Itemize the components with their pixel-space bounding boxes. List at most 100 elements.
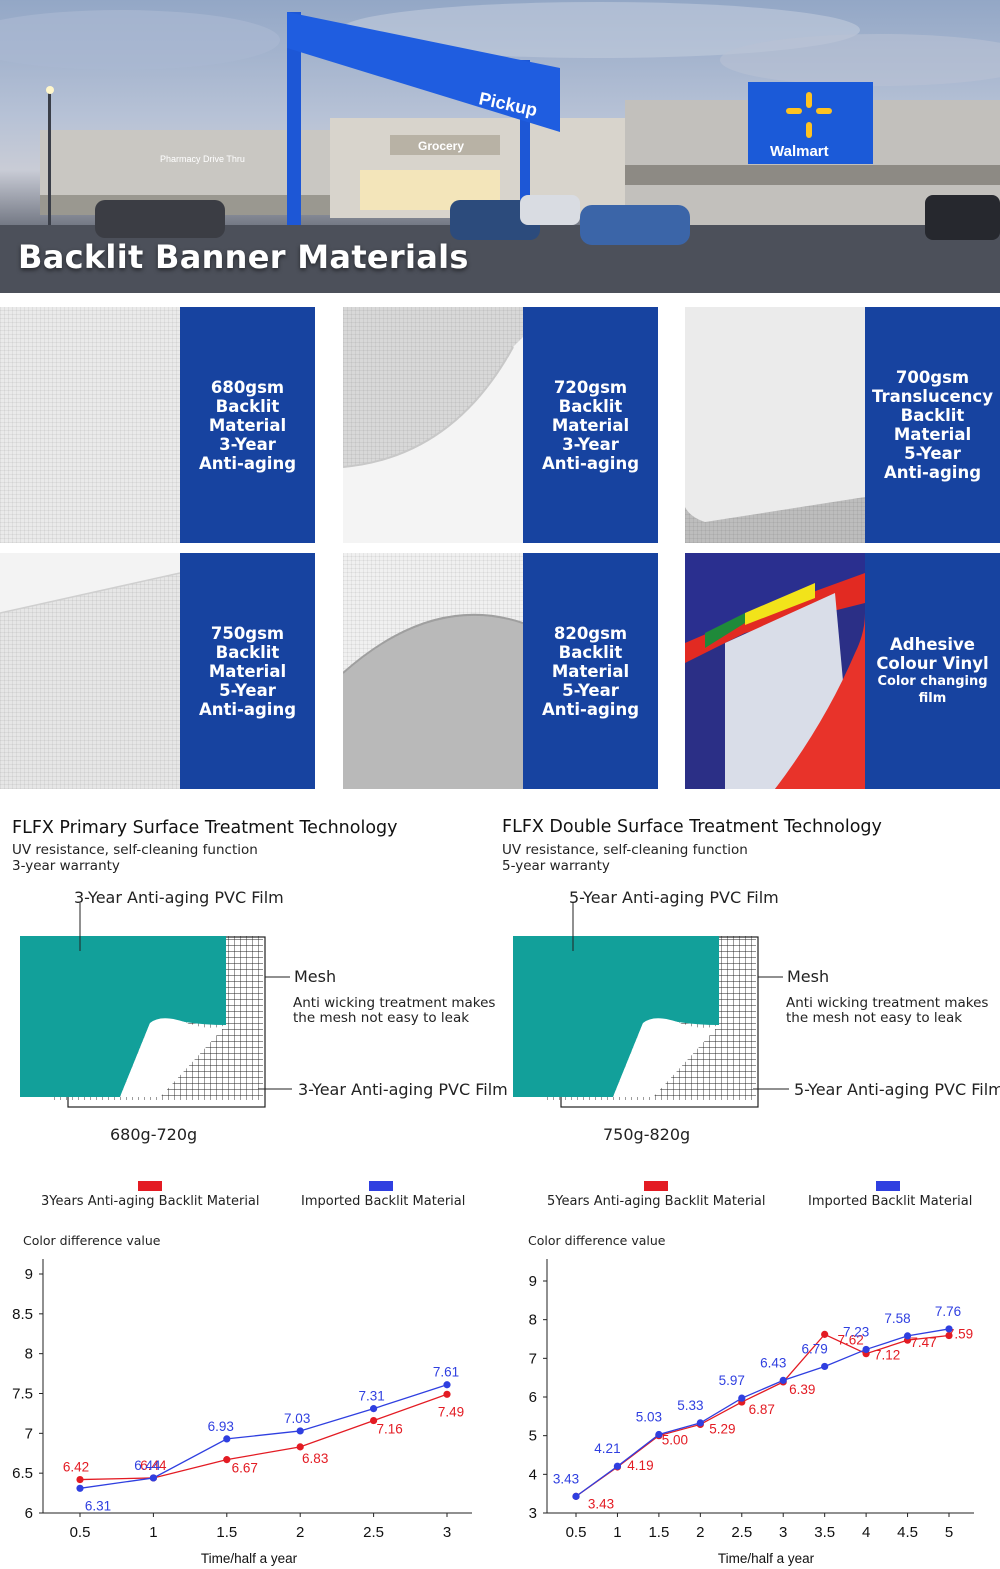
product-tile-700gsm[interactable]: 700gsm Translucency Backlit Material 5-Y… [685, 307, 1000, 543]
data-point [76, 1484, 84, 1492]
color-difference-chart-5year: 3 4 5 6 7 8 9 0.5 1 1.5 2 2.5 3 3.5 4 4.5 5 Time/half a y… [529, 1259, 974, 1566]
data-label: 6.43 [760, 1355, 786, 1370]
tile-caption: 820gsm Backlit Material 5-Year Anti-agin… [523, 553, 658, 789]
tile-line: 3-Year [562, 434, 619, 454]
hero-title: Backlit Banner Materials [18, 238, 469, 276]
x-tick-label: 2 [296, 1524, 304, 1541]
data-point [76, 1475, 84, 1484]
store-photo: Grocery Walmart Pickup Pharmacy Drive Th… [0, 2, 1000, 293]
data-point [370, 1416, 378, 1425]
product-tile-680gsm[interactable]: 680gsm Backlit Material 3-Year Anti-agin… [0, 307, 315, 543]
series-line [575, 1328, 950, 1497]
tile-line: 5-Year [904, 444, 961, 463]
data-point [738, 1394, 746, 1402]
tile-line: Backlit Material [208, 396, 287, 435]
series-line [79, 1393, 448, 1481]
series-line [79, 1384, 448, 1489]
data-point [443, 1390, 451, 1398]
data-point [613, 1462, 622, 1470]
tile-caption: 700gsm Translucency Backlit Material 5-Y… [865, 307, 1000, 543]
data-point [149, 1474, 157, 1482]
y-axis-title: Color difference value [528, 1233, 666, 1248]
data-point [821, 1362, 829, 1371]
product-tile-colour-vinyl[interactable]: Adhesive Colour Vinyl Color changing fil… [685, 553, 1000, 789]
x-tick-label: 1 [613, 1524, 621, 1541]
weight-label: 680g-720g [110, 1125, 198, 1144]
data-point [945, 1331, 953, 1340]
data-point [779, 1376, 787, 1384]
legend-swatch-red [138, 1181, 162, 1191]
data-label: 3.43 [588, 1496, 614, 1511]
x-tick-label: 2.5 [363, 1524, 384, 1541]
x-tick-label: 5 [945, 1524, 953, 1541]
film-top-label: 3-Year Anti-aging PVC Film [74, 888, 284, 907]
y-axis-title: Color difference value [23, 1233, 161, 1248]
legend-label: Imported Backlit Material [301, 1194, 466, 1209]
series-line [575, 1333, 950, 1497]
data-label: 4.21 [594, 1441, 620, 1456]
tile-line: 820gsm [553, 623, 628, 643]
mesh-label: Mesh [787, 967, 830, 986]
mesh-note: Anti wicking treatment makes [293, 995, 496, 1011]
x-tick-label: 2.5 [731, 1524, 752, 1541]
data-point [655, 1430, 663, 1439]
data-label: 5.97 [719, 1373, 745, 1388]
legend-swatch-red [644, 1181, 668, 1191]
data-label: 6.39 [789, 1382, 815, 1397]
product-tile-720gsm[interactable]: 720gsm Backlit Material 3-Year Anti-agin… [343, 307, 658, 543]
mesh-label: Mesh [294, 967, 337, 986]
tile-line: Backlit Material [208, 642, 287, 681]
data-label: 7.61 [433, 1365, 459, 1380]
x-tick-label: 1 [149, 1524, 157, 1541]
x-tick-label: 3.5 [814, 1524, 835, 1541]
tile-line: Colour Vinyl [876, 654, 989, 673]
data-point [862, 1345, 870, 1354]
data-label: 7.58 [884, 1311, 910, 1326]
tile-line: Anti-aging [541, 699, 640, 719]
mesh-note: Anti wicking treatment makes [786, 995, 989, 1011]
tile-line: Backlit Material [551, 396, 630, 435]
data-label: 4.19 [627, 1458, 653, 1473]
tile-line: Backlit Material [551, 642, 630, 681]
data-label: 6.44 [140, 1458, 167, 1473]
y-tick-label: 4 [529, 1466, 537, 1483]
x-axis-title: Time/half a year [718, 1551, 815, 1566]
tile-caption: 680gsm Backlit Material 3-Year Anti-agin… [180, 307, 315, 543]
data-point [223, 1456, 231, 1464]
film-bottom-label: 3-Year Anti-aging PVC Film [298, 1080, 508, 1099]
grocery-sign: Grocery [418, 139, 464, 153]
y-tick-label: 9 [25, 1266, 33, 1283]
section-warranty: 3-year warranty [12, 858, 120, 874]
data-label: 6.42 [63, 1460, 89, 1475]
data-label: 6.83 [302, 1451, 328, 1466]
x-tick-label: 3 [443, 1524, 451, 1541]
legend-swatch-blue [876, 1181, 900, 1191]
data-label: 7.59 [947, 1327, 973, 1342]
data-label: 6.87 [749, 1402, 775, 1417]
material-curl-image [343, 337, 523, 543]
data-point [696, 1419, 704, 1427]
data-label: 5.33 [677, 1398, 703, 1413]
tile-caption: 720gsm Backlit Material 3-Year Anti-agin… [523, 307, 658, 543]
data-label: 6.44 [134, 1458, 161, 1473]
layer-diagram-double [513, 903, 789, 1108]
product-tile-750gsm[interactable]: 750gsm Backlit Material 5-Year Anti-agin… [0, 553, 315, 789]
data-label: 6.93 [208, 1419, 234, 1434]
tile-line: 3-Year [219, 434, 276, 454]
tile-line: Color changing film [877, 674, 988, 706]
material-fold-image [0, 553, 180, 614]
section-title-double: FLFX Double Surface Treatment Technology [502, 817, 882, 837]
product-tile-820gsm[interactable]: 820gsm Backlit Material 5-Year Anti-agin… [343, 553, 658, 789]
data-point [296, 1427, 304, 1435]
y-tick-label: 3 [529, 1505, 537, 1522]
legend-label: Imported Backlit Material [808, 1194, 973, 1209]
pharmacy-sign: Pharmacy Drive Thru [160, 154, 245, 164]
weight-label: 750g-820g [603, 1125, 691, 1144]
y-tick-label: 7 [25, 1425, 33, 1442]
x-tick-label: 4 [862, 1524, 870, 1541]
data-label: 7.62 [838, 1332, 864, 1347]
y-tick-label: 6.5 [12, 1465, 33, 1482]
data-point [903, 1332, 912, 1340]
hero-banner: Grocery Walmart Pickup Pharmacy Drive Th… [0, 0, 1000, 293]
data-label: 7.31 [358, 1389, 384, 1404]
